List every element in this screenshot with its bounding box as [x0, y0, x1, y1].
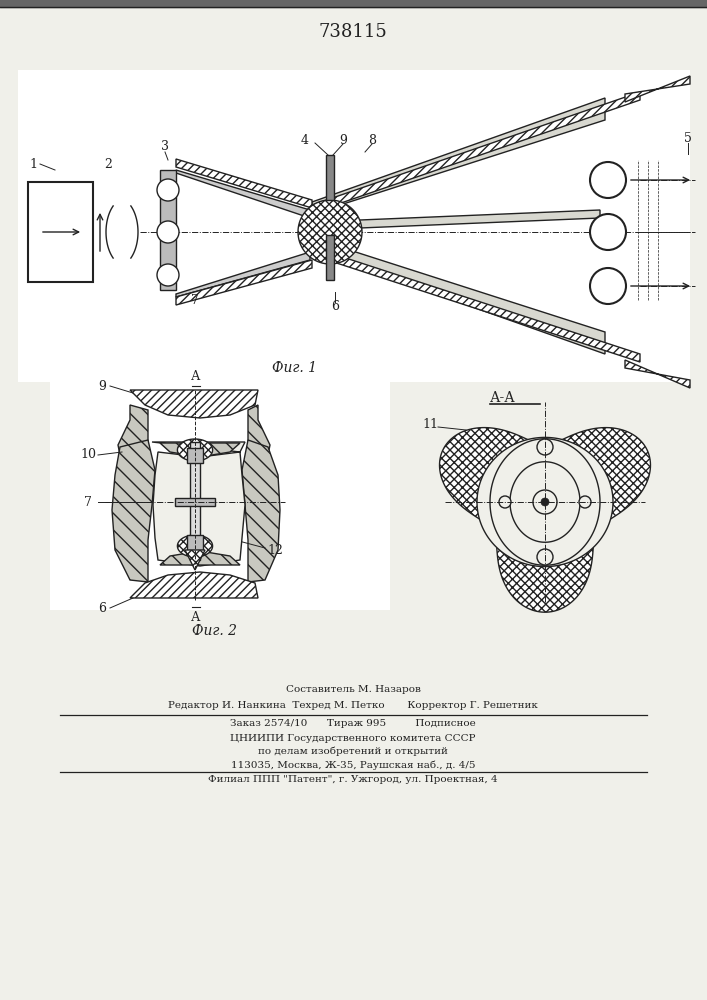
Circle shape — [499, 496, 511, 508]
Polygon shape — [177, 535, 213, 557]
Text: А-А: А-А — [490, 391, 515, 405]
Circle shape — [157, 221, 179, 243]
Text: 6: 6 — [331, 300, 339, 314]
Bar — [50, 380, 390, 610]
Bar — [187, 448, 203, 463]
Text: Фиг. 1: Фиг. 1 — [272, 361, 317, 375]
Polygon shape — [625, 360, 690, 388]
Text: 12: 12 — [267, 544, 283, 556]
Text: 5: 5 — [684, 131, 692, 144]
Polygon shape — [160, 443, 240, 457]
Text: 2: 2 — [104, 157, 112, 170]
Circle shape — [590, 162, 626, 198]
Polygon shape — [248, 405, 270, 455]
Polygon shape — [176, 159, 312, 208]
Polygon shape — [298, 200, 362, 264]
Text: 7: 7 — [191, 294, 199, 306]
Text: по делам изобретений и открытий: по делам изобретений и открытий — [258, 747, 448, 756]
Circle shape — [590, 214, 626, 250]
Text: Составитель М. Назаров: Составитель М. Назаров — [286, 685, 421, 694]
Polygon shape — [130, 572, 258, 598]
Text: 4: 4 — [301, 133, 309, 146]
Text: 11: 11 — [422, 418, 438, 432]
Bar — [190, 442, 200, 560]
Polygon shape — [312, 98, 605, 214]
Text: Заказ 2574/10      Тираж 995         Подписное: Заказ 2574/10 Тираж 995 Подписное — [230, 719, 476, 728]
Polygon shape — [510, 462, 580, 542]
Polygon shape — [118, 405, 148, 455]
Bar — [326, 155, 334, 200]
Bar — [175, 498, 215, 506]
Circle shape — [157, 179, 179, 201]
Text: А: А — [192, 370, 201, 383]
Polygon shape — [440, 428, 650, 612]
Text: 1: 1 — [29, 157, 37, 170]
Circle shape — [537, 439, 553, 455]
Polygon shape — [242, 440, 280, 582]
Polygon shape — [312, 92, 640, 213]
Polygon shape — [185, 550, 205, 570]
Bar — [326, 235, 334, 280]
Polygon shape — [160, 551, 240, 565]
Text: Фиг. 2: Фиг. 2 — [192, 624, 238, 638]
Bar — [28, 182, 93, 282]
Text: А: А — [192, 611, 201, 624]
Polygon shape — [477, 437, 613, 567]
Text: 738115: 738115 — [319, 23, 387, 41]
Text: 8: 8 — [368, 133, 376, 146]
Text: 10: 10 — [80, 448, 96, 462]
Text: 113035, Москва, Ж-35, Раушская наб., д. 4/5: 113035, Москва, Ж-35, Раушская наб., д. … — [230, 760, 475, 770]
Bar — [18, 70, 690, 382]
Text: 3: 3 — [161, 140, 169, 153]
Polygon shape — [176, 260, 312, 305]
Circle shape — [157, 264, 179, 286]
Polygon shape — [312, 238, 605, 354]
Text: Филиал ППП "Патент", г. Ужгород, ул. Проектная, 4: Филиал ППП "Патент", г. Ужгород, ул. Про… — [208, 775, 498, 784]
Circle shape — [579, 496, 591, 508]
Polygon shape — [112, 440, 155, 582]
Circle shape — [537, 549, 553, 565]
Text: 9: 9 — [339, 133, 347, 146]
Text: Редактор И. Нанкина  Техред М. Петко       Корректор Г. Решетник: Редактор И. Нанкина Техред М. Петко Корр… — [168, 701, 538, 710]
Polygon shape — [625, 76, 690, 102]
Circle shape — [541, 498, 549, 506]
Bar — [160, 170, 176, 290]
Polygon shape — [152, 442, 245, 566]
Text: 7: 7 — [84, 495, 92, 508]
Polygon shape — [176, 170, 310, 218]
Circle shape — [533, 490, 557, 514]
Polygon shape — [312, 210, 600, 230]
Polygon shape — [490, 439, 600, 565]
Polygon shape — [177, 439, 213, 461]
Polygon shape — [176, 252, 310, 297]
Text: ЦНИИПИ Государственного комитета СССР: ЦНИИПИ Государственного комитета СССР — [230, 734, 476, 743]
Polygon shape — [130, 390, 258, 418]
Circle shape — [590, 268, 626, 304]
Text: 6: 6 — [98, 601, 106, 614]
Polygon shape — [312, 247, 640, 362]
Bar — [187, 535, 203, 550]
Text: 9: 9 — [98, 379, 106, 392]
